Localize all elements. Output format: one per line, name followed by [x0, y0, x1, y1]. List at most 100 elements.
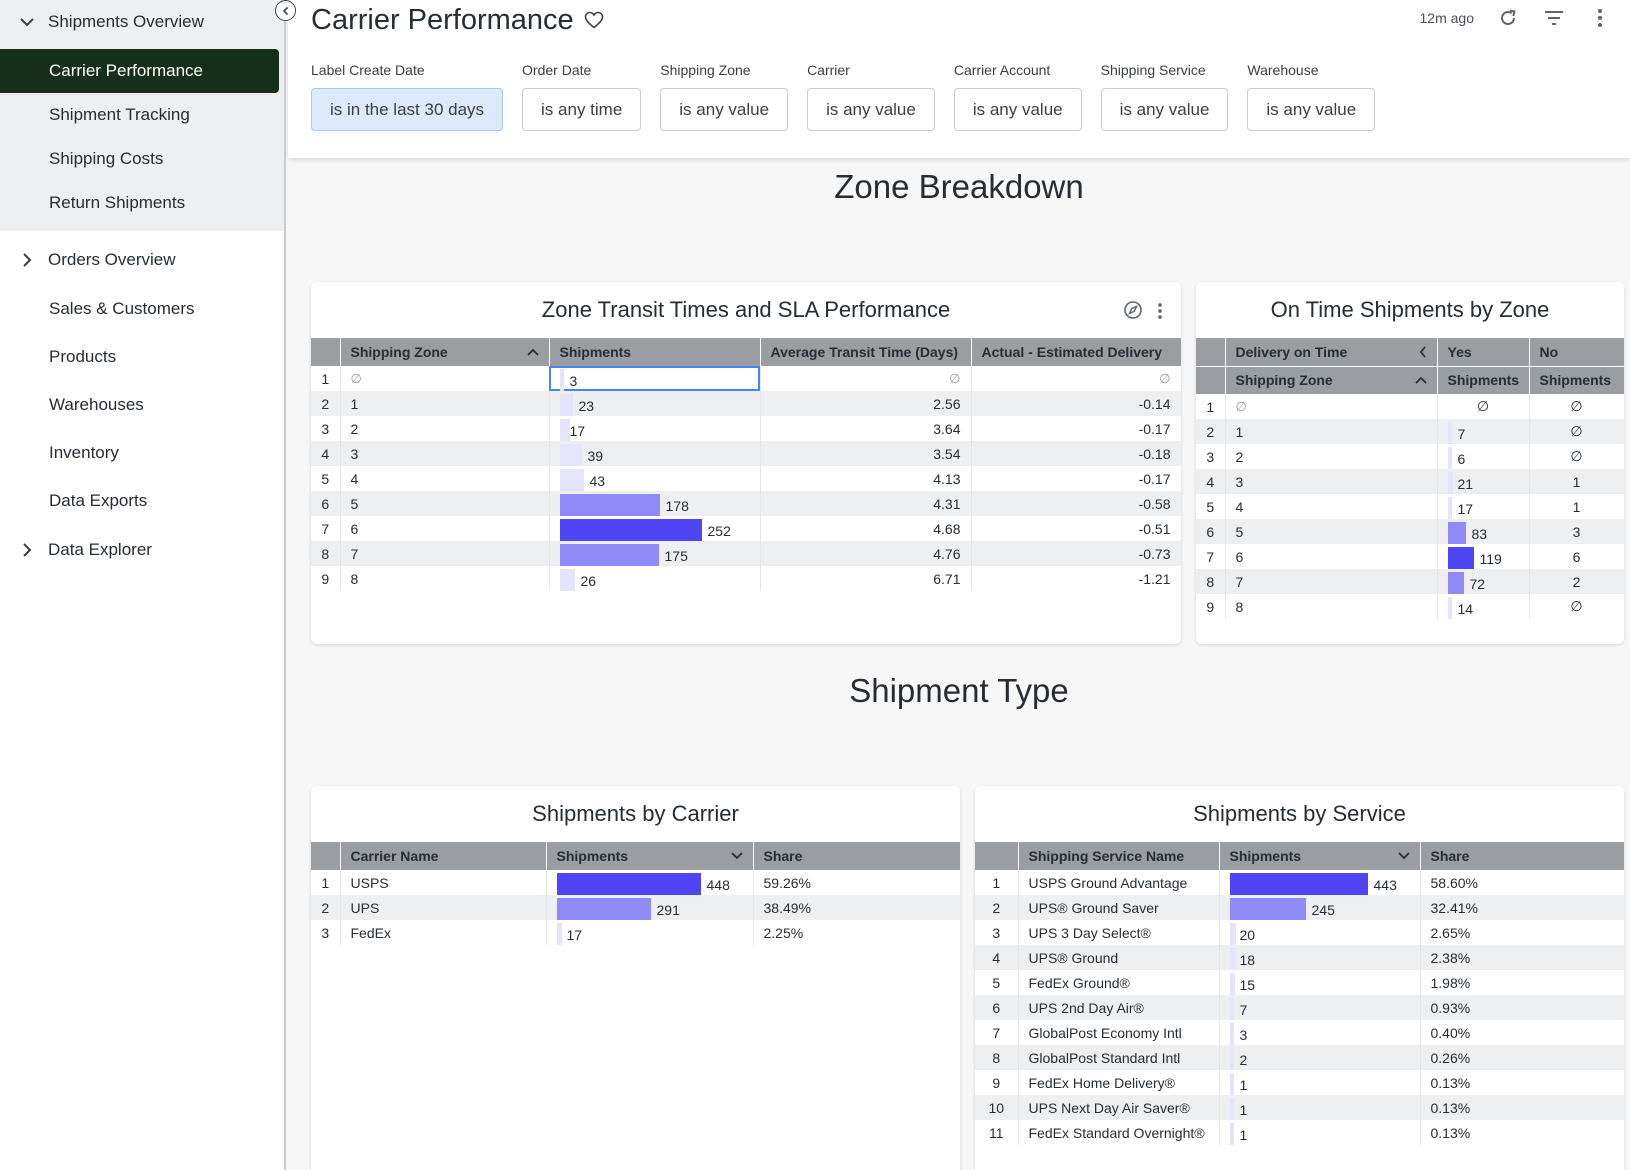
table-row[interactable]: 11 FedEx Standard Overnight® 1 0.13%: [975, 1120, 1624, 1145]
table-row[interactable]: 8 7 72 2: [1196, 569, 1624, 594]
sidebar-item-inventory[interactable]: Inventory: [0, 429, 284, 477]
bar-cell[interactable]: 21: [1437, 469, 1530, 494]
zone-cell[interactable]: 3: [340, 441, 550, 466]
filter-chip[interactable]: is any value: [660, 88, 789, 131]
table-row[interactable]: 7 6 252 4.68 -0.51: [311, 516, 1181, 541]
table-row[interactable]: 5 FedEx Ground® 15 1.98%: [975, 970, 1624, 995]
zone-cell[interactable]: 5: [340, 491, 550, 516]
zone-cell[interactable]: 7: [340, 541, 550, 566]
table-row[interactable]: 9 8 14 ∅: [1196, 594, 1624, 619]
share-cell[interactable]: 58.60%: [1420, 870, 1624, 895]
name-cell[interactable]: UPS Next Day Air Saver®: [1018, 1095, 1220, 1120]
delivery-diff-cell[interactable]: -0.14: [971, 391, 1181, 416]
bar-cell[interactable]: 443: [1219, 870, 1421, 895]
bar-cell[interactable]: 15: [1219, 970, 1421, 995]
table-row[interactable]: 9 8 26 6.71 -1.21: [311, 566, 1181, 591]
table-row[interactable]: 3 FedEx 17 2.25%: [311, 920, 960, 945]
column-header-carrier-name[interactable]: Carrier Name: [340, 842, 547, 870]
table-row[interactable]: 6 5 83 3: [1196, 519, 1624, 544]
bar-cell[interactable]: 1: [1219, 1120, 1421, 1145]
delivery-diff-cell[interactable]: -0.18: [971, 441, 1181, 466]
table-row[interactable]: 4 UPS® Ground 18 2.38%: [975, 945, 1624, 970]
sidebar-item-carrier-performance[interactable]: Carrier Performance: [0, 49, 279, 93]
delivery-diff-cell[interactable]: -1.21: [971, 566, 1181, 591]
sidebar-item-data-exports[interactable]: Data Exports: [0, 477, 284, 525]
table-row[interactable]: 1 ∅ 3 ∅ ∅: [311, 366, 1181, 391]
pivot-yes-header[interactable]: Yes: [1437, 338, 1530, 366]
zone-cell[interactable]: 7: [1225, 569, 1438, 594]
column-header-share[interactable]: Share: [753, 842, 960, 870]
table-row[interactable]: 2 UPS 291 38.49%: [311, 895, 960, 920]
zone-cell[interactable]: 2: [1225, 444, 1438, 469]
filter-icon[interactable]: [1542, 6, 1566, 30]
delivery-diff-cell[interactable]: -0.58: [971, 491, 1181, 516]
zone-cell[interactable]: ∅: [1225, 394, 1438, 419]
bar-cell[interactable]: 18: [1219, 945, 1421, 970]
bar-cell[interactable]: 3: [549, 366, 761, 391]
bar-cell[interactable]: 26: [549, 566, 761, 591]
no-cell[interactable]: 1: [1529, 469, 1624, 494]
no-cell[interactable]: ∅: [1529, 419, 1624, 444]
avg-transit-cell[interactable]: 3.64: [760, 416, 972, 441]
name-cell[interactable]: UPS® Ground Saver: [1018, 895, 1220, 920]
avg-transit-cell[interactable]: 4.68: [760, 516, 972, 541]
bar-cell[interactable]: 23: [549, 391, 761, 416]
zone-cell[interactable]: 8: [1225, 594, 1438, 619]
delivery-diff-cell[interactable]: -0.17: [971, 466, 1181, 491]
zone-cell[interactable]: 4: [340, 466, 550, 491]
column-header-shipping-zone[interactable]: Shipping Zone: [340, 338, 550, 366]
sidebar-item-shipment-tracking[interactable]: Shipment Tracking: [0, 93, 284, 137]
no-cell[interactable]: ∅: [1529, 394, 1624, 419]
bar-cell[interactable]: 291: [546, 895, 754, 920]
bar-cell[interactable]: 1: [1219, 1095, 1421, 1120]
column-header-shipping-zone[interactable]: Shipping Zone: [1225, 365, 1438, 394]
column-header-no-shipments[interactable]: Shipments: [1529, 365, 1624, 394]
bar-cell[interactable]: 3: [1219, 1020, 1421, 1045]
table-row[interactable]: 1 USPS Ground Advantage 443 58.60%: [975, 870, 1624, 895]
table-row[interactable]: 2 1 7 ∅: [1196, 419, 1624, 444]
avg-transit-cell[interactable]: 4.13: [760, 466, 972, 491]
share-cell[interactable]: 0.26%: [1420, 1045, 1624, 1070]
filter-chip[interactable]: is any value: [953, 88, 1082, 131]
pivot-no-header[interactable]: No: [1529, 338, 1624, 366]
share-cell[interactable]: 2.65%: [1420, 920, 1624, 945]
name-cell[interactable]: UPS 2nd Day Air®: [1018, 995, 1220, 1020]
table-row[interactable]: 6 UPS 2nd Day Air® 7 0.93%: [975, 995, 1624, 1020]
zone-cell[interactable]: 6: [1225, 544, 1438, 569]
bar-cell[interactable]: 17: [546, 920, 754, 945]
table-row[interactable]: 5 4 17 1: [1196, 494, 1624, 519]
bar-cell[interactable]: 39: [549, 441, 761, 466]
bar-cell[interactable]: 178: [549, 491, 761, 516]
column-header-yes-shipments[interactable]: Shipments: [1437, 365, 1530, 394]
column-header-avg-transit[interactable]: Average Transit Time (Days): [760, 338, 972, 366]
no-cell[interactable]: 6: [1529, 544, 1624, 569]
bar-cell[interactable]: 7: [1437, 419, 1530, 444]
sidebar-item-warehouses[interactable]: Warehouses: [0, 381, 284, 429]
sidebar-item-orders-overview[interactable]: Orders Overview: [0, 235, 284, 285]
bar-cell[interactable]: 72: [1437, 569, 1530, 594]
table-row[interactable]: 7 6 119 6: [1196, 544, 1624, 569]
sidebar-item-shipping-costs[interactable]: Shipping Costs: [0, 137, 284, 181]
avg-transit-cell[interactable]: 4.76: [760, 541, 972, 566]
sidebar-item-products[interactable]: Products: [0, 333, 284, 381]
pivot-header[interactable]: Delivery on Time: [1225, 338, 1438, 366]
avg-transit-cell[interactable]: 2.56: [760, 391, 972, 416]
zone-cell[interactable]: 6: [340, 516, 550, 541]
sidebar-item-sales-customers[interactable]: Sales & Customers: [0, 285, 284, 333]
share-cell[interactable]: 38.49%: [753, 895, 960, 920]
bar-cell[interactable]: 252: [549, 516, 761, 541]
heart-icon[interactable]: [584, 9, 606, 31]
table-row[interactable]: 6 5 178 4.31 -0.58: [311, 491, 1181, 516]
bar-cell[interactable]: 17: [1437, 494, 1530, 519]
table-row[interactable]: 7 GlobalPost Economy Intl 3 0.40%: [975, 1020, 1624, 1045]
refresh-icon[interactable]: [1496, 6, 1520, 30]
table-row[interactable]: 3 2 6 ∅: [1196, 444, 1624, 469]
name-cell[interactable]: UPS 3 Day Select®: [1018, 920, 1220, 945]
share-cell[interactable]: 2.38%: [1420, 945, 1624, 970]
table-row[interactable]: 5 4 43 4.13 -0.17: [311, 466, 1181, 491]
table-row[interactable]: 1 USPS 448 59.26%: [311, 870, 960, 895]
sidebar-item-data-explorer[interactable]: Data Explorer: [0, 525, 284, 575]
bar-cell[interactable]: 7: [1219, 995, 1421, 1020]
sidebar-item-return-shipments[interactable]: Return Shipments: [0, 181, 284, 225]
zone-cell[interactable]: 2: [340, 416, 550, 441]
